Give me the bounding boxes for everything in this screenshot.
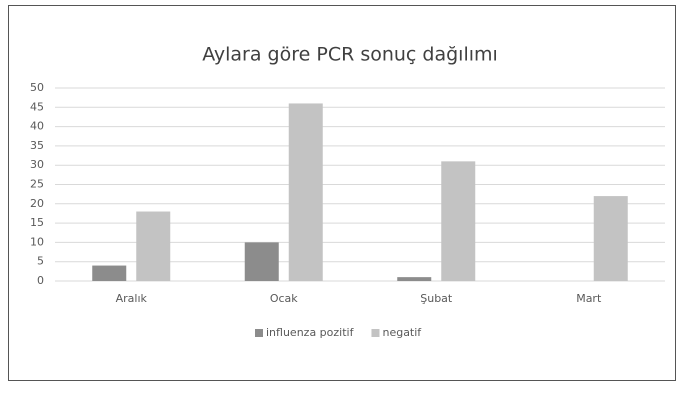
y-tick-label: 10 [30,235,44,248]
x-tick-label: Şubat [420,292,453,305]
y-tick-label: 0 [37,274,44,287]
bar [593,196,628,281]
bar [288,103,323,281]
legend-label: negatif [382,326,422,339]
bar [441,161,476,281]
legend-swatch [371,329,380,337]
y-tick-label: 50 [30,81,44,94]
x-tick-label: Ocak [270,292,298,305]
bar [244,242,279,281]
y-tick-label: 35 [30,139,44,152]
y-tick-label: 20 [30,197,44,210]
legend-swatch [255,329,263,337]
bar [397,277,432,281]
y-tick-label: 25 [30,178,44,191]
y-tick-label: 30 [30,158,44,171]
bar [136,211,171,281]
y-tick-label: 40 [30,120,44,133]
y-tick-label: 15 [30,216,44,229]
x-tick-label: Aralık [116,292,148,305]
y-tick-label: 5 [37,255,44,268]
chart-title: Aylara göre PCR sonuç dağılımı [202,44,498,66]
legend-label: influenza pozitif [266,326,355,339]
chart-frame [8,5,676,381]
bar [92,265,127,281]
x-tick-label: Mart [576,292,602,305]
y-tick-label: 45 [30,100,44,113]
